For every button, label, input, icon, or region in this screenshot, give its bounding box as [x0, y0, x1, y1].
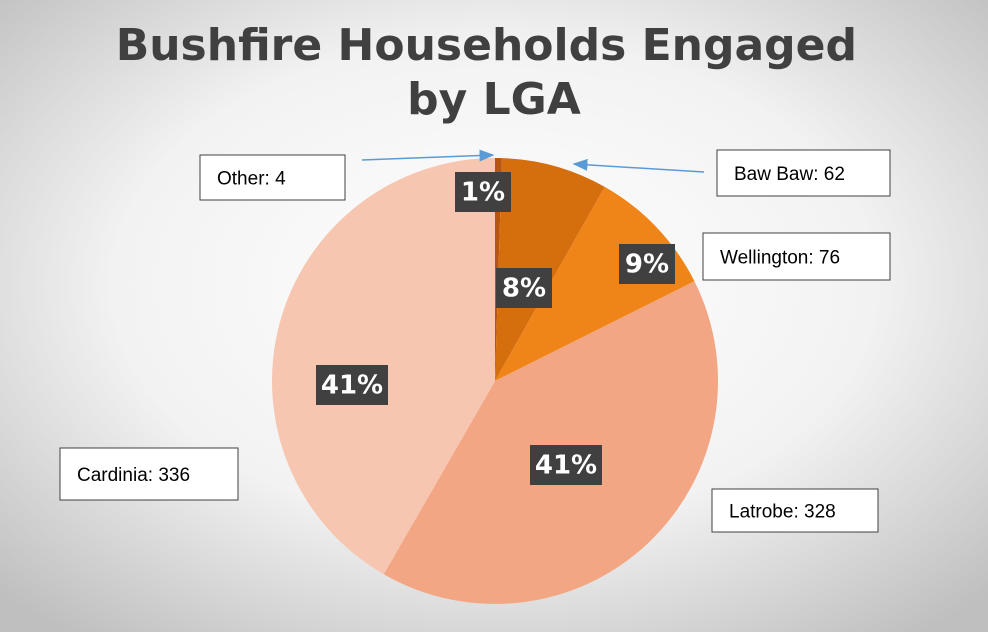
percent-label: 41% [535, 451, 597, 481]
pie [272, 158, 719, 605]
percent-label: 1% [461, 178, 505, 208]
arrow [361, 149, 495, 162]
percent-label-box [316, 365, 388, 405]
callout-label: Cardinia: 336 [77, 465, 190, 486]
chart-title: Bushfire Households Engaged by LGA [116, 20, 873, 125]
callout-box [702, 232, 891, 281]
arrow [572, 158, 705, 173]
callout-label: Other: 4 [217, 169, 286, 190]
callout-box [716, 149, 891, 197]
percent-label-box [455, 172, 511, 212]
title-line: Bushfire Households Engaged [116, 20, 857, 71]
percent-label: 41% [321, 371, 383, 401]
callout-box [711, 488, 879, 533]
percent-label: 8% [502, 274, 546, 304]
title-line: by LGA [407, 74, 581, 125]
pie-slice [383, 281, 719, 605]
callout-label: Baw Baw: 62 [734, 164, 845, 185]
callout-label: Wellington: 76 [720, 248, 840, 269]
percent-label-box [496, 268, 552, 308]
percent-label-box [530, 445, 602, 485]
callout-label: Latrobe: 328 [729, 502, 836, 523]
pie-slice [495, 186, 695, 381]
callout-box [199, 154, 346, 201]
percent-label: 9% [625, 250, 669, 280]
percent-label-box [619, 244, 675, 284]
labels: 1% 8% 9% 41% 41% Other: 4 Baw Baw: 62 Wellingto… [59, 149, 891, 533]
callout-box [59, 447, 239, 501]
